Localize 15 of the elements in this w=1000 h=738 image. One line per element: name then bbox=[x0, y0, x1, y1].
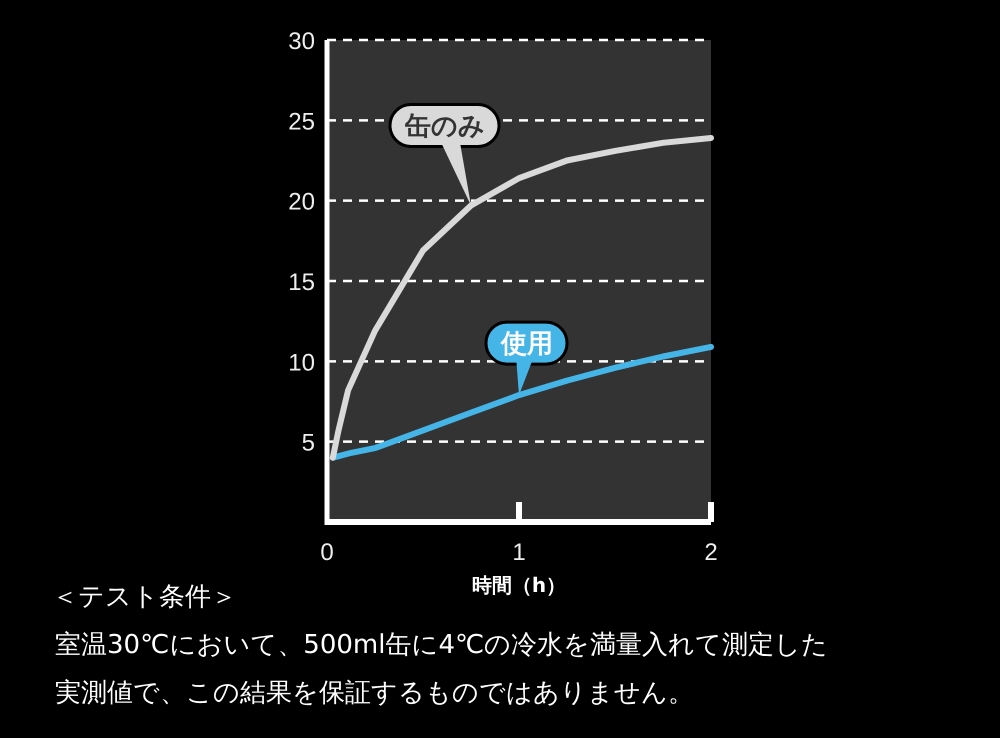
y-tick-label: 15 bbox=[288, 269, 315, 296]
series-label: 使用 bbox=[500, 329, 553, 360]
series-label: 缶のみ bbox=[404, 111, 485, 142]
text: 実測値で、この結果を保証するものではありません。 bbox=[55, 678, 694, 708]
y-tick-label: 30 bbox=[288, 28, 315, 55]
x-tick-label: 1 bbox=[512, 539, 526, 566]
x-tick-label: 0 bbox=[320, 539, 334, 566]
y-tick-label: 10 bbox=[288, 349, 315, 376]
x-axis-title: 時間（h） bbox=[472, 573, 566, 597]
x-tick-label: 2 bbox=[704, 539, 718, 566]
y-tick-label: 25 bbox=[288, 108, 315, 136]
y-tick-label: 5 bbox=[302, 430, 315, 457]
text: ＜テスト条件＞ bbox=[52, 582, 237, 612]
y-tick-label: 20 bbox=[288, 188, 315, 216]
text: 室温30℃において、500ml缶に4℃の冷水を満量入れて測定した bbox=[55, 630, 828, 660]
